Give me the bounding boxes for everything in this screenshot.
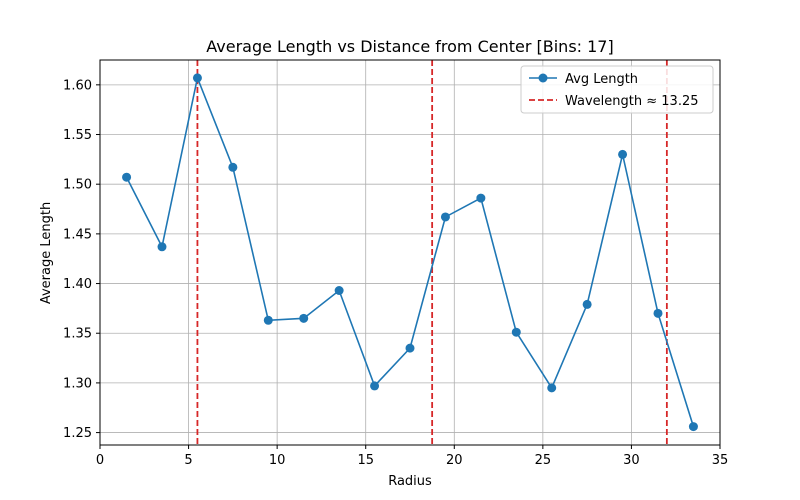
legend-vline-label: Wavelength ≈ 13.25 (565, 94, 699, 109)
data-point (511, 327, 521, 337)
y-tick-label: 1.40 (63, 277, 92, 292)
x-tick-label: 20 (446, 453, 463, 468)
x-axis-label: Radius (388, 474, 432, 489)
plot-frame (99, 59, 721, 446)
x-tick-label: 15 (357, 453, 374, 468)
data-point (618, 149, 628, 159)
wavelength-lines (196, 60, 668, 445)
data-point (582, 299, 592, 309)
y-axis-label: Average Length (39, 202, 54, 304)
x-tick-label: 30 (623, 453, 640, 468)
x-tick-label: 5 (184, 453, 192, 468)
legend-series-label: Avg Length (565, 72, 638, 87)
x-axis: 0 5 10 15 20 25 30 35 (96, 445, 728, 468)
data-point (334, 286, 344, 296)
data-point (122, 172, 132, 182)
data-series (122, 73, 698, 432)
data-point (228, 162, 238, 172)
y-tick-label: 1.50 (63, 178, 92, 193)
data-point (405, 343, 415, 353)
x-tick-label: 35 (712, 453, 729, 468)
y-tick-label: 1.35 (63, 327, 92, 342)
data-point (263, 315, 273, 325)
legend: Avg Length Wavelength ≈ 13.25 (520, 65, 714, 114)
y-tick-label: 1.45 (63, 227, 92, 242)
x-tick-label: 25 (535, 453, 552, 468)
data-point (370, 381, 380, 391)
data-point (157, 242, 167, 252)
data-point (476, 193, 486, 203)
data-point (688, 422, 698, 432)
x-tick-label: 10 (269, 453, 286, 468)
data-point (440, 212, 450, 222)
y-tick-label: 1.25 (63, 426, 92, 441)
y-axis: 1.25 1.30 1.35 1.40 1.45 1.50 1.55 1.60 (63, 78, 100, 441)
y-tick-label: 1.60 (63, 78, 92, 93)
y-tick-label: 1.55 (63, 128, 92, 143)
data-point (192, 73, 202, 83)
legend-box (520, 65, 714, 114)
legend-series-marker (538, 73, 548, 83)
y-tick-label: 1.30 (63, 376, 92, 391)
x-tick-label: 0 (96, 453, 104, 468)
chart-title: Average Length vs Distance from Center [… (206, 37, 613, 56)
data-point (547, 383, 557, 393)
data-point (653, 308, 663, 318)
data-point (299, 313, 309, 323)
